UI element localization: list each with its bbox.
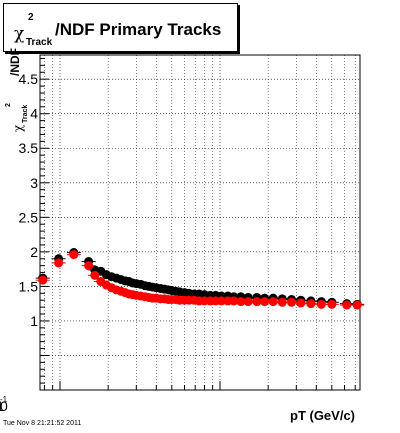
y-tick-label: 2	[30, 244, 38, 260]
chart-title-box: χ 2 Track /NDF Primary Tracks	[3, 3, 238, 52]
x-axis-label: pT (GeV/c)	[290, 408, 356, 423]
data-point	[296, 298, 306, 308]
data-point	[352, 300, 362, 310]
data-point	[38, 275, 48, 285]
y-tick-label: 4.5	[19, 71, 39, 87]
data-point	[243, 297, 253, 307]
axis-ticks	[40, 57, 356, 391]
y-tick-label: 4	[30, 106, 38, 122]
data-point	[342, 300, 352, 310]
title-subscript: Track	[26, 37, 53, 48]
x-tick-exponent: -1	[0, 395, 8, 404]
data-point	[260, 297, 270, 307]
chart-title: /NDF Primary Tracks	[55, 20, 222, 39]
data-point	[229, 296, 239, 306]
data-point	[69, 250, 79, 260]
data-point	[277, 297, 287, 307]
data-point	[84, 261, 94, 271]
data-point	[327, 299, 337, 309]
y-tick-label: 3.5	[19, 140, 39, 156]
tick-labels: 11.522.533.544.510-11	[0, 71, 38, 414]
data-point	[90, 270, 100, 280]
title-superscript: 2	[28, 12, 34, 23]
x-tick-label: 10	[0, 398, 8, 414]
title-chi: χ	[14, 24, 25, 44]
ylabel-chi: χ	[11, 124, 25, 132]
data-point	[287, 297, 297, 307]
data-point	[316, 299, 326, 309]
data-point	[306, 299, 316, 309]
data-points	[35, 248, 365, 310]
ylabel-subscript: Track	[22, 105, 29, 123]
y-tick-label: 1.5	[19, 278, 39, 294]
x-tick-label: 1	[0, 398, 4, 414]
y-tick-label: 1	[30, 313, 38, 329]
data-point	[54, 258, 64, 268]
grid-layer	[40, 55, 360, 390]
y-tick-label: 2.5	[19, 209, 39, 225]
y-axis-label: χ 2 Track /NDF	[5, 48, 29, 132]
data-point	[236, 297, 246, 307]
timestamp: Tue Nov 8 21:21:52 2011	[3, 420, 82, 427]
ylabel-superscript: 2	[5, 103, 12, 107]
data-point	[252, 297, 262, 307]
ylabel-text: /NDF	[8, 48, 22, 76]
data-point	[268, 297, 278, 307]
y-tick-label: 3	[30, 175, 38, 191]
plot-frame	[39, 54, 361, 391]
